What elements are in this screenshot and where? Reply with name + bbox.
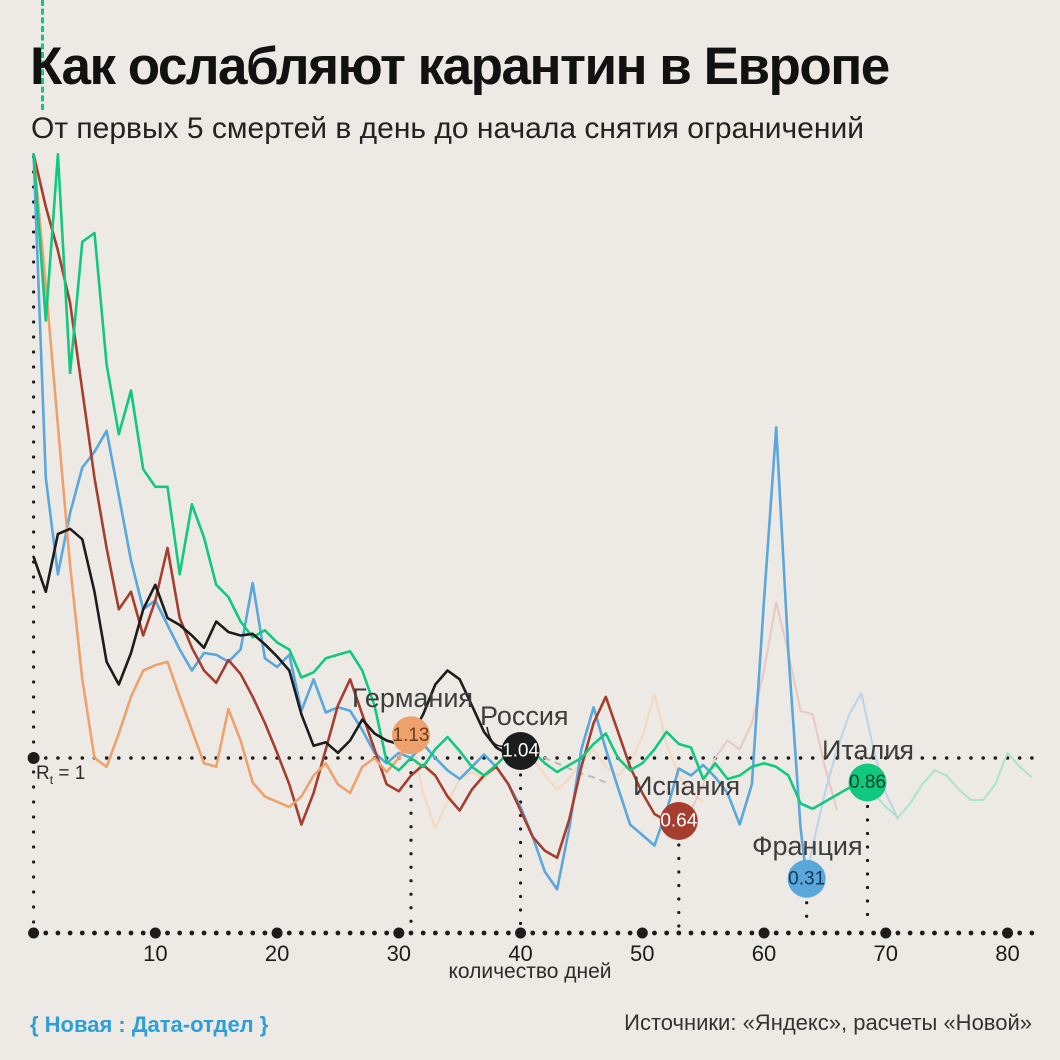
marker-value-germany: 1.13 bbox=[393, 725, 430, 746]
droplime-italy bbox=[865, 804, 870, 917]
country-label-italy: Италия bbox=[822, 735, 914, 765]
page-title: Как ослабляют карантин в Европе bbox=[30, 37, 890, 96]
decorative-green-dashed-line bbox=[41, 0, 44, 110]
x-tick-40: 40 bbox=[508, 941, 533, 966]
marker-value-italy: 0.86 bbox=[849, 772, 886, 793]
line-spain bbox=[32, 153, 681, 860]
country-label-france: Франция bbox=[752, 831, 863, 861]
x-axis-dots bbox=[28, 927, 1035, 939]
droplime-france bbox=[805, 901, 809, 918]
page-subtitle: От первых 5 смертей в день до начала сня… bbox=[31, 112, 864, 145]
country-label-spain: Испания bbox=[633, 771, 741, 801]
rt-baseline-label: Rt = 1 bbox=[36, 763, 86, 787]
line-germany bbox=[32, 153, 413, 809]
country-label-russia: Россия bbox=[480, 701, 569, 731]
left-dotted-guide bbox=[31, 155, 36, 924]
sources-note: Источники: «Яндекс», расчеты «Новой» bbox=[624, 1010, 1032, 1035]
x-tick-10: 10 bbox=[143, 941, 168, 966]
x-tick-20: 20 bbox=[264, 941, 290, 966]
x-tick-70: 70 bbox=[873, 941, 898, 966]
marker-russia bbox=[501, 732, 540, 770]
brand-logo: { Новая : Дата-отдел } bbox=[30, 1012, 269, 1037]
droplime-russia bbox=[518, 773, 523, 926]
marker-france bbox=[787, 859, 826, 898]
line-russia bbox=[32, 527, 522, 756]
marker-italy bbox=[848, 763, 887, 802]
droplime-spain bbox=[677, 843, 681, 928]
x-tick-30: 30 bbox=[386, 941, 412, 966]
x-axis-title: количество дней bbox=[448, 960, 612, 983]
x-tick-80: 80 bbox=[995, 941, 1020, 966]
droplime-germany bbox=[409, 757, 413, 923]
marker-value-spain: 0.64 bbox=[660, 811, 697, 832]
marker-value-france: 0.31 bbox=[788, 868, 825, 889]
marker-spain bbox=[659, 802, 698, 840]
country-label-germany: Германия bbox=[352, 683, 474, 713]
marker-value-russia: 1.04 bbox=[502, 741, 539, 762]
line-italy-pale bbox=[866, 751, 1033, 819]
x-tick-60: 60 bbox=[751, 941, 777, 966]
line-italy bbox=[32, 153, 869, 811]
x-tick-50: 50 bbox=[630, 941, 655, 966]
marker-germany bbox=[391, 716, 430, 755]
